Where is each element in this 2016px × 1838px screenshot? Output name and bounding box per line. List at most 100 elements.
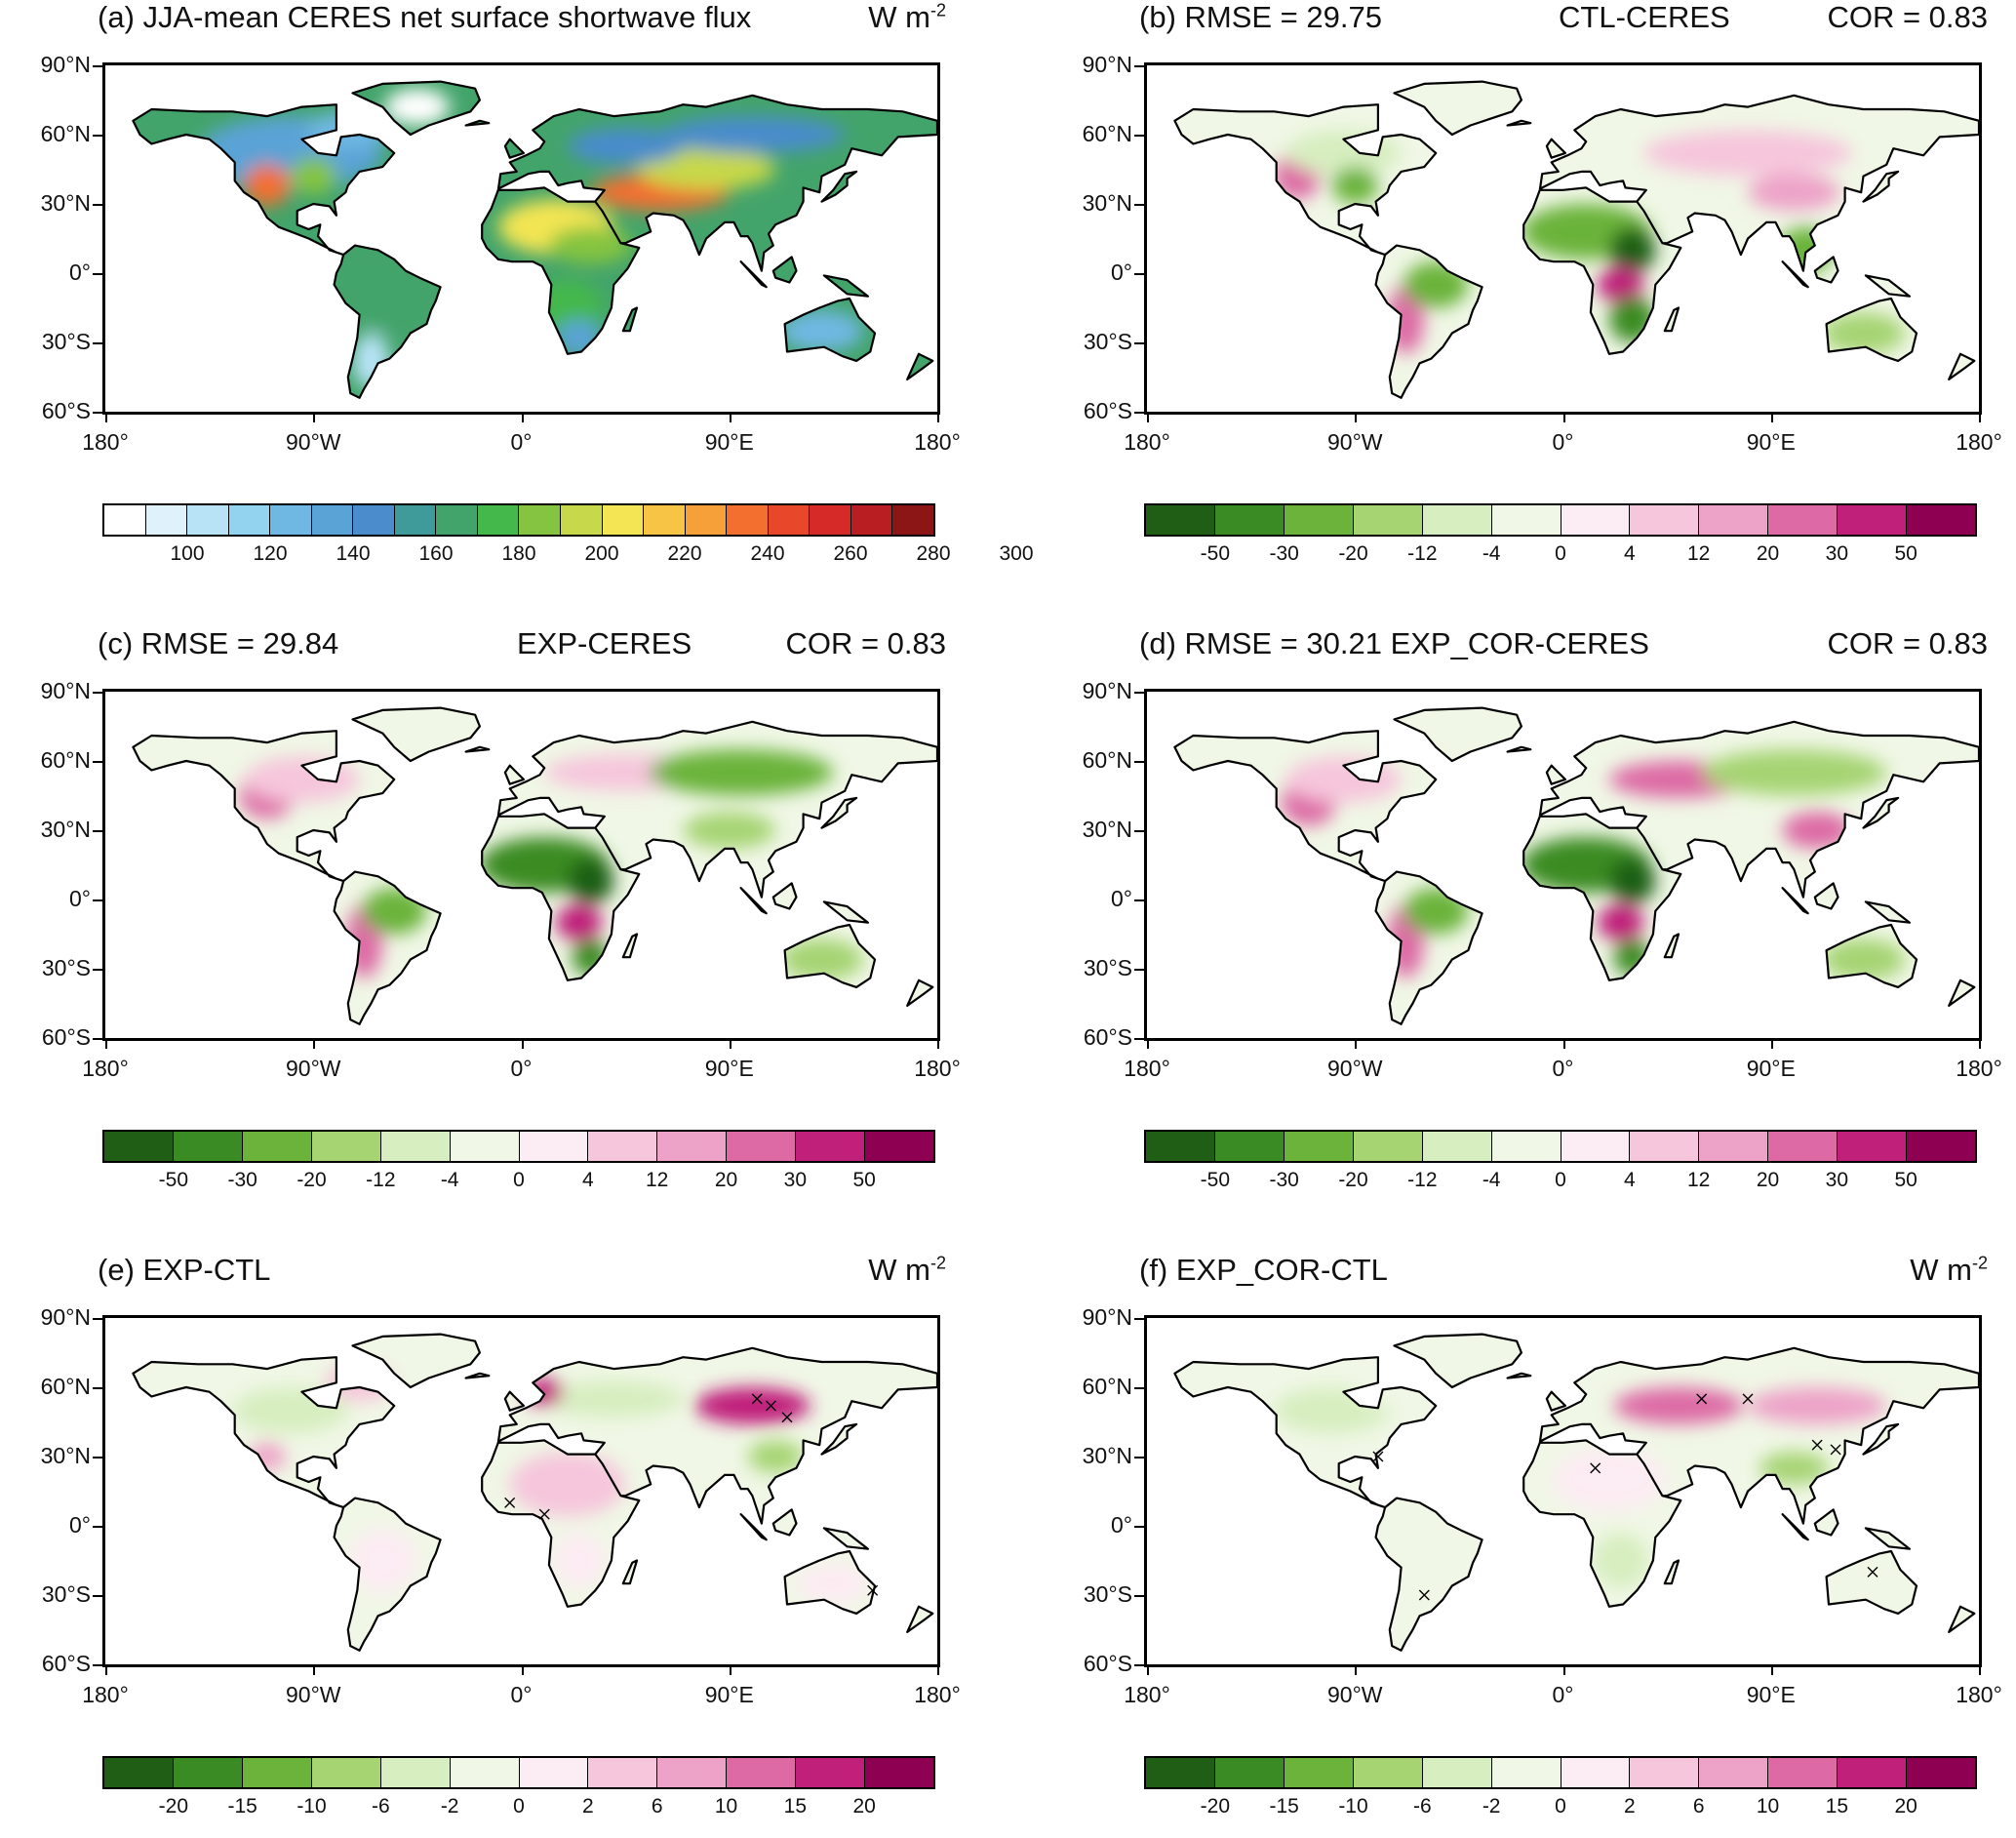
colorbar-swatch [1284, 505, 1354, 535]
colorbar-label: 12 [1686, 542, 1711, 565]
colorbar-label: 12 [645, 1169, 669, 1191]
lat-tick-label: 60°S [41, 398, 91, 423]
colorbar-swatch [519, 1132, 589, 1161]
lon-tick-label: 90°W [1327, 1682, 1383, 1707]
colorbar-swatch [1699, 1758, 1769, 1787]
colorbar-swatch [436, 505, 478, 535]
colorbar-swatch [450, 1758, 520, 1787]
lat-tick [93, 273, 102, 275]
lon-tick [1770, 1039, 1773, 1049]
field-region [1608, 858, 1656, 904]
lat-tick [93, 830, 102, 832]
panel-title: (b) RMSE = 29.75 [1139, 0, 1382, 34]
field-region [747, 1440, 804, 1473]
lat-tick-label: 30°N [1082, 190, 1132, 216]
lon-tick-label: 180° [1124, 1056, 1170, 1081]
significance-mark [751, 1393, 763, 1405]
lon-tick [1355, 413, 1358, 422]
lat-tick-label: 60°S [1083, 1024, 1132, 1050]
colorbar-swatch [727, 1132, 797, 1161]
field-blobs [1274, 130, 1906, 354]
colorbar-label: -20 [1338, 542, 1368, 565]
colorbar-label: 20 [1756, 542, 1780, 565]
lat-tick [1134, 1038, 1144, 1040]
significance-mark [867, 1584, 879, 1596]
lon-tick [729, 1665, 731, 1675]
colorbar-swatch [1561, 505, 1631, 535]
lat-tick-label: 90°N [40, 678, 91, 703]
map-svg [1173, 1333, 1979, 1652]
panel-title: (a) JJA-mean CERES net surface shortwave… [98, 0, 752, 34]
lat-tick-label: 60°N [1082, 121, 1132, 146]
colorbar-swatch [311, 1758, 381, 1787]
lat-tick-label: 30°N [40, 190, 91, 216]
lon-tick [1562, 1665, 1565, 1675]
colorbar-swatch [228, 505, 271, 535]
significance-mark [504, 1497, 516, 1508]
colorbar-swatch [173, 1132, 243, 1161]
colorbar-swatch [657, 1132, 728, 1161]
lon-tick [1355, 1039, 1358, 1049]
colorbar-label: -4 [440, 1169, 459, 1191]
colorbar-label: 50 [1894, 1169, 1917, 1191]
panel-e: (e) EXP-CTL W m-2 90°N 60°N 30°N 0° 30°S 60°S 18… [0, 1253, 975, 1838]
field-region [694, 1387, 810, 1424]
lon-tick-label: 180° [1124, 1682, 1170, 1707]
lat-tick-label: 30°S [1083, 329, 1132, 354]
colorbar-label: 30 [1825, 1169, 1848, 1191]
lat-tick-label: 60°S [41, 1651, 91, 1676]
colorbar [1144, 1756, 1977, 1789]
colorbar-swatch [1561, 1758, 1631, 1787]
colorbar-swatch [242, 1132, 312, 1161]
lon-tick-label: 180° [1124, 429, 1170, 455]
lon-tick [1770, 1665, 1773, 1675]
map-svg [1173, 706, 1979, 1025]
coastline [1173, 706, 1979, 1025]
lat-tick [93, 761, 102, 763]
lon-tick-label: 90°W [286, 1682, 341, 1707]
colorbar-swatch [1838, 1132, 1908, 1161]
lat-tick-label: 30°S [1083, 955, 1132, 980]
colorbar-label: 4 [581, 1169, 594, 1191]
field-region [362, 888, 427, 935]
lat-tick-label: 60°N [1082, 1374, 1132, 1399]
lon-tick [1562, 413, 1565, 422]
lon-tick-label: 0° [510, 429, 533, 455]
colorbar-label: -12 [1407, 1169, 1438, 1191]
significance-mark [1696, 1393, 1708, 1405]
field-blobs [1274, 1369, 1913, 1605]
colorbar-label: 260 [833, 542, 868, 565]
lon-tick-label: 180° [1956, 1056, 2002, 1081]
colorbar-label: -10 [296, 1795, 327, 1818]
colorbar-label: 20 [1894, 1795, 1917, 1818]
colorbar-label: -30 [1269, 542, 1299, 565]
colorbar-label: -20 [1200, 1795, 1230, 1818]
colorbar-label: -20 [296, 1169, 327, 1191]
lat-tick-label: 0° [69, 1512, 91, 1538]
colorbar-label: 20 [714, 1169, 738, 1191]
colorbar-swatch [644, 505, 686, 535]
colorbar-swatch [1214, 505, 1285, 535]
significance-mark [1418, 1589, 1430, 1601]
colorbar [102, 1756, 935, 1789]
lon-tick-label: 90°W [1327, 429, 1383, 455]
field-region [548, 226, 633, 264]
lat-tick [1134, 342, 1144, 344]
field-region [779, 939, 864, 980]
lat-tick [1134, 1387, 1144, 1389]
lat-tick [1134, 692, 1144, 694]
coastline [132, 1333, 937, 1652]
colorbar-swatch [1491, 1132, 1561, 1161]
colorbar-label: 2 [581, 1795, 594, 1818]
field-region [1331, 167, 1378, 204]
field-region [1782, 812, 1852, 849]
colorbar-swatch [1838, 1758, 1908, 1787]
map-frame [1144, 689, 1982, 1041]
panel-subtitle: EXP-CERES [517, 626, 692, 660]
field-region [347, 1528, 417, 1593]
colorbar-swatch [380, 1758, 451, 1787]
land-fill [1174, 707, 1979, 1024]
colorbar-swatch [1284, 1132, 1354, 1161]
lon-tick [1979, 1665, 1981, 1675]
colorbar-swatch [1214, 1132, 1285, 1161]
